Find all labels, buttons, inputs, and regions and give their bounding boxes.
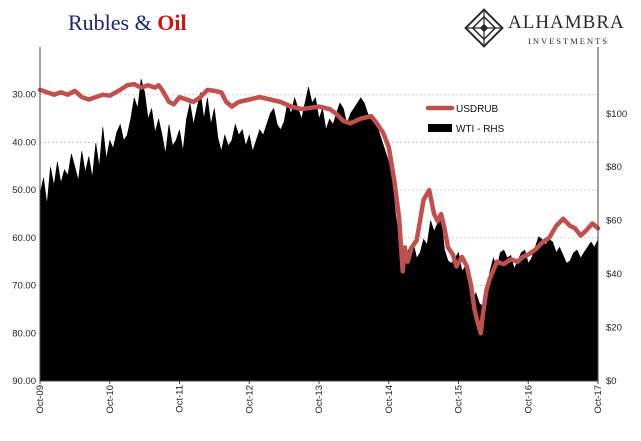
legend: USDRUB WTI - RHS	[425, 104, 505, 135]
left-tick-label: 50.00	[12, 185, 36, 196]
legend-label-wti: WTI - RHS	[456, 124, 505, 135]
right-tick-label: $20	[606, 323, 622, 334]
x-tick-label: Oct-09	[35, 385, 46, 414]
x-tick-label: Oct-15	[454, 385, 465, 414]
right-tick-label: $0	[606, 376, 617, 387]
chart-title: Rubles & Oil	[68, 10, 187, 36]
axes: 30.00 40.00 50.00 60.00 70.00 80.00 90.00 $0 $20…	[12, 47, 627, 414]
left-tick-label: 60.00	[12, 233, 36, 244]
right-tick-label: $80	[606, 162, 622, 173]
x-tick-label: Oct-13	[314, 385, 325, 414]
left-tick-label: 40.00	[12, 137, 36, 148]
x-tick-label: Oct-11	[175, 385, 186, 413]
right-tick-label: $40	[606, 269, 622, 280]
brand-name: ALHAMBRA	[508, 12, 625, 33]
right-tick-label: $100	[606, 109, 627, 120]
wti-area-series	[39, 79, 599, 382]
x-tick-label: Oct-10	[105, 385, 116, 414]
title-rubles: Rubles &	[68, 10, 152, 35]
x-tick-label: Oct-14	[384, 385, 395, 414]
brand-subtitle: INVESTMENTS	[528, 36, 610, 46]
title-oil: Oil	[157, 10, 187, 35]
right-tick-label: $60	[606, 216, 622, 227]
wti-area	[39, 79, 599, 382]
legend-label-usdrub: USDRUB	[456, 104, 499, 115]
alhambra-logo-icon	[464, 8, 504, 48]
usdrub-line-series	[37, 81, 601, 336]
left-tick-label: 70.00	[12, 281, 36, 292]
left-tick-label: 90.00	[12, 376, 36, 387]
legend-swatch-wti	[428, 124, 452, 132]
usdrub-line	[37, 81, 601, 336]
x-tick-label: Oct-12	[244, 385, 255, 414]
x-tick-label: Oct-17	[593, 385, 604, 414]
x-tick-label: Oct-16	[523, 385, 534, 414]
left-tick-label: 80.00	[12, 328, 36, 339]
left-tick-label: 30.00	[12, 90, 36, 101]
